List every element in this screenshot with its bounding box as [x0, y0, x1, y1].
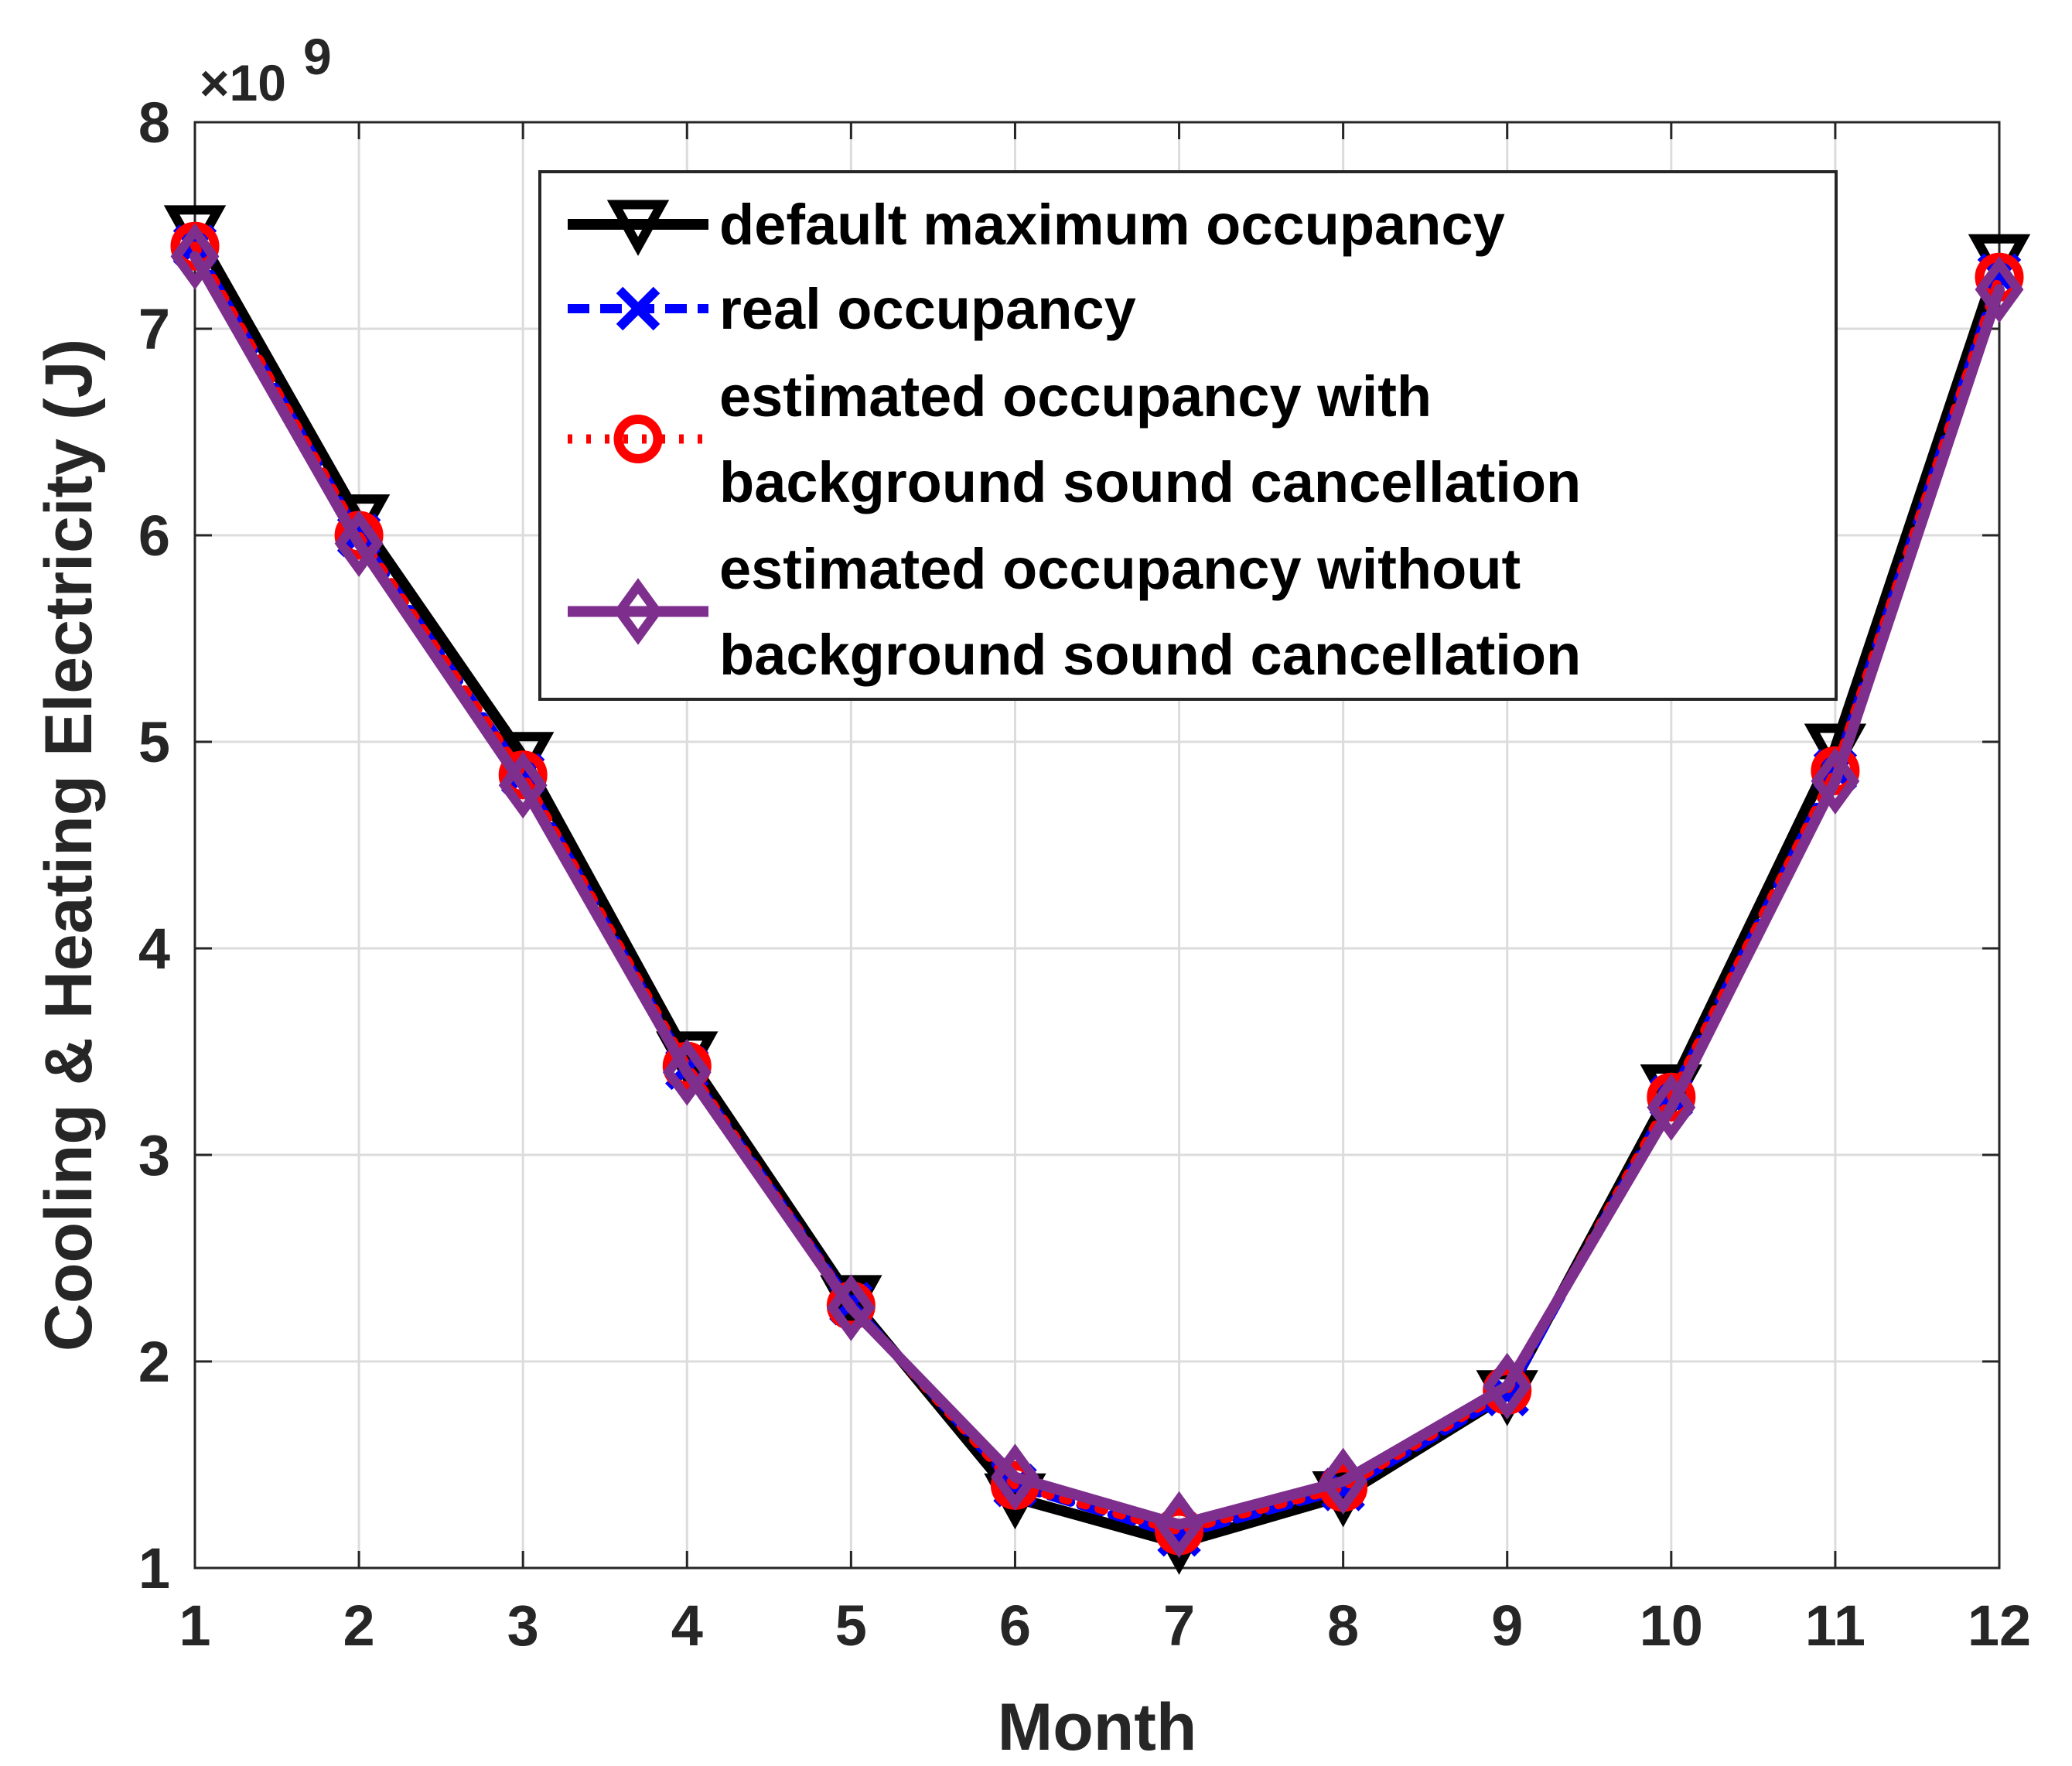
data-point	[1647, 1074, 1696, 1141]
y-tick-label: 6	[138, 504, 170, 568]
data-point	[1975, 256, 2024, 323]
x-tick-label: 10	[1640, 1593, 1703, 1658]
y-multiplier-label: ×10	[200, 54, 286, 111]
y-axis-title: Cooling & Heating Electricity (J)	[32, 339, 106, 1351]
data-point	[1811, 747, 1860, 815]
legend-label: real occupancy	[719, 277, 1136, 341]
x-tick-label: 9	[1491, 1593, 1523, 1658]
legend-label: background sound cancellation	[719, 450, 1581, 514]
data-point	[1155, 1491, 1203, 1559]
legend-entry: estimated occupancy without background so…	[568, 537, 1581, 687]
y-tick-label: 3	[138, 1123, 170, 1187]
x-tick-label: 6	[999, 1593, 1031, 1658]
axis-labels: Month Cooling & Heating Electricity (J) …	[32, 28, 1196, 1764]
legend-label: background sound cancellation	[719, 623, 1581, 687]
series-line	[189, 224, 2005, 1549]
legend-label: estimated occupancy without	[719, 537, 1521, 601]
legend-entry: estimated occupancy with background sound…	[568, 364, 1581, 514]
y-tick-label: 4	[138, 917, 170, 981]
x-tick-label: 2	[343, 1593, 375, 1658]
legend-label: estimated occupancy with	[719, 364, 1432, 429]
x-tick-label: 1	[179, 1593, 210, 1658]
data-point	[170, 223, 220, 290]
data-point	[662, 1038, 712, 1106]
legend-swatch-marker	[616, 286, 661, 331]
y-tick-label: 2	[138, 1330, 170, 1394]
data-point	[826, 1274, 876, 1341]
plot-frame	[193, 121, 2001, 1570]
x-tick-label: 7	[1163, 1593, 1195, 1658]
legend-label: default maximum occupancy	[719, 193, 1505, 257]
series-4	[170, 223, 2024, 1559]
y-multiplier-exponent: 9	[303, 28, 332, 85]
legend-entry: default maximum occupancy	[568, 193, 1505, 257]
legend-box	[538, 170, 1838, 701]
x-tick-label: 11	[1805, 1593, 1865, 1658]
data-point	[1483, 1352, 1532, 1420]
y-tick-label: 7	[138, 297, 170, 361]
data-point	[334, 510, 384, 577]
y-tick-label: 1	[138, 1536, 170, 1600]
data-point	[498, 751, 548, 819]
x-axis-title: Month	[998, 1690, 1197, 1764]
series-line	[189, 251, 2005, 1530]
x-tick-label: 8	[1327, 1593, 1359, 1658]
x-tick-label: 5	[835, 1593, 867, 1658]
legend: default maximum occupancy real occupancy e…	[538, 170, 1838, 701]
y-tick-label: 8	[138, 91, 170, 155]
x-marker-stroke	[616, 286, 661, 331]
legend-entry: real occupancy	[568, 277, 1136, 341]
legend-swatch-marker	[613, 578, 663, 645]
x-tick-label: 3	[507, 1593, 539, 1658]
data-point	[991, 1443, 1039, 1511]
x-tick-label: 4	[671, 1593, 703, 1658]
x-tick-label: 12	[1968, 1593, 2031, 1658]
series-layer	[163, 205, 2031, 1575]
legend-swatch-marker	[606, 200, 670, 256]
data-point	[1319, 1447, 1368, 1515]
legend-swatch-marker	[613, 415, 663, 463]
y-tick-label: 5	[138, 710, 170, 774]
